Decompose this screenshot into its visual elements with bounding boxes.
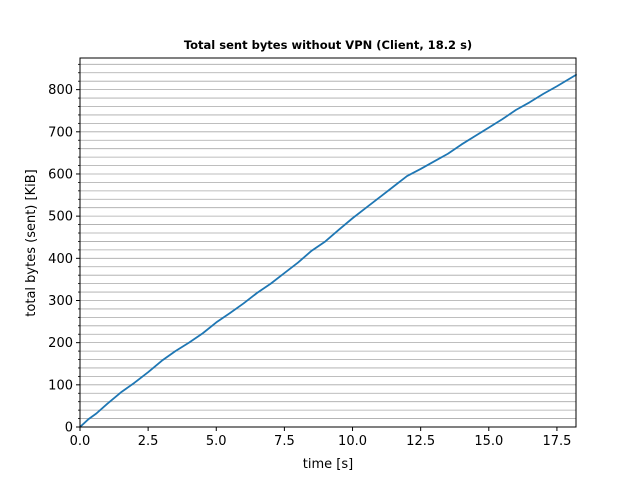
y-axis-ticks: 0 100 200 300 400 500 600 700 800: [48, 63, 80, 436]
chart-title: Total sent bytes without VPN (Client, 18…: [184, 38, 472, 52]
x-tick-label: 15.0: [474, 434, 503, 449]
x-tick-label: 5.0: [206, 434, 227, 449]
x-tick-label: 10.0: [338, 434, 367, 449]
y-tick-label: 200: [48, 336, 73, 351]
y-tick-label: 800: [48, 83, 73, 98]
x-tick-label: 17.5: [542, 434, 571, 449]
x-tick-label: 0.0: [70, 434, 91, 449]
series-line: [79, 73, 577, 428]
y-tick-label: 0: [65, 421, 73, 436]
plot-frame: [79, 57, 577, 428]
y-tick-label: 400: [48, 252, 73, 267]
x-axis-label: time [s]: [303, 457, 353, 472]
x-tick-label: 12.5: [406, 434, 435, 449]
y-tick-label: 300: [48, 294, 73, 309]
grid-lines: [80, 63, 576, 419]
y-tick-label: 500: [48, 210, 73, 225]
y-axis-label: total bytes (sent) [KiB]: [24, 169, 39, 316]
y-tick-label: 100: [48, 378, 73, 393]
y-tick-label: 600: [48, 167, 73, 182]
x-tick-label: 2.5: [138, 434, 159, 449]
x-tick-label: 7.5: [274, 434, 295, 449]
x-axis-ticks: 0.0 2.5 5.0 7.5 10.0 12.5 15.0 17.5: [70, 427, 571, 449]
y-tick-label: 700: [48, 125, 73, 140]
